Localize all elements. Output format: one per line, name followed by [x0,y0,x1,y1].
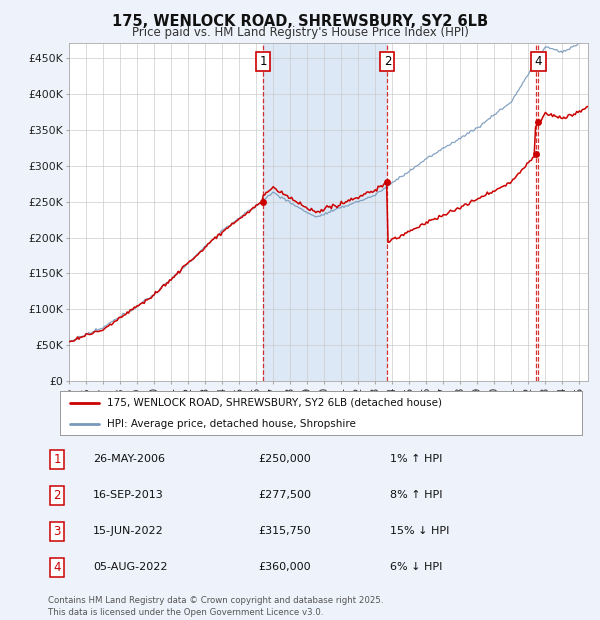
Text: Price paid vs. HM Land Registry's House Price Index (HPI): Price paid vs. HM Land Registry's House … [131,26,469,39]
Text: 1% ↑ HPI: 1% ↑ HPI [390,454,442,464]
Bar [263,43,388,381]
Text: 8% ↑ HPI: 8% ↑ HPI [390,490,443,500]
Text: 15-JUN-2022: 15-JUN-2022 [93,526,164,536]
Text: £360,000: £360,000 [258,562,311,572]
Text: 05-AUG-2022: 05-AUG-2022 [93,562,167,572]
Text: 2: 2 [53,489,61,502]
Text: 4: 4 [535,55,542,68]
Text: £315,750: £315,750 [258,526,311,536]
Text: HPI: Average price, detached house, Shropshire: HPI: Average price, detached house, Shro… [107,419,356,429]
Text: 4: 4 [53,561,61,574]
Text: £250,000: £250,000 [258,454,311,464]
Text: 6% ↓ HPI: 6% ↓ HPI [390,562,442,572]
Text: 1: 1 [53,453,61,466]
Text: 26-MAY-2006: 26-MAY-2006 [93,454,165,464]
Text: 3: 3 [53,525,61,538]
Text: 1: 1 [259,55,267,68]
Text: 16-SEP-2013: 16-SEP-2013 [93,490,164,500]
Text: Contains HM Land Registry data © Crown copyright and database right 2025.
This d: Contains HM Land Registry data © Crown c… [48,596,383,617]
Text: 2: 2 [383,55,391,68]
Text: 175, WENLOCK ROAD, SHREWSBURY, SY2 6LB: 175, WENLOCK ROAD, SHREWSBURY, SY2 6LB [112,14,488,29]
Text: 15% ↓ HPI: 15% ↓ HPI [390,526,449,536]
Text: £277,500: £277,500 [258,490,311,500]
Text: 175, WENLOCK ROAD, SHREWSBURY, SY2 6LB (detached house): 175, WENLOCK ROAD, SHREWSBURY, SY2 6LB (… [107,397,442,408]
